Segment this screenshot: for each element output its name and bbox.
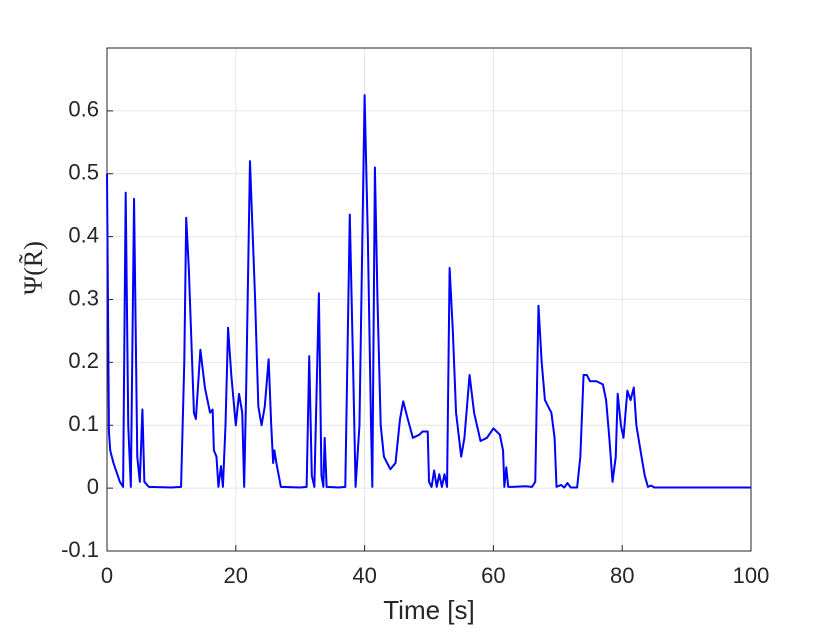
x-tick-label: 20 [224,563,248,588]
y-tick-label: 0.4 [68,222,99,247]
y-tick-label: 0.2 [68,348,99,373]
data-line [106,94,751,489]
y-tick-label: 0.1 [68,411,99,436]
x-tick-label: 100 [733,563,770,588]
x-tick-label: 80 [610,563,634,588]
y-axis-label: Ψ(R̃) [19,241,48,295]
y-tick-label: -0.1 [61,537,99,562]
x-axis-label: Time [s] [383,595,474,625]
y-tick-label: 0.3 [68,285,99,310]
y-tick-label: 0.6 [68,97,99,122]
y-tick-label: 0.5 [68,160,99,185]
x-tick-label: 0 [101,563,113,588]
x-tick-label: 40 [352,563,376,588]
x-tick-label: 60 [481,563,505,588]
y-tick-label: 0 [87,474,99,499]
